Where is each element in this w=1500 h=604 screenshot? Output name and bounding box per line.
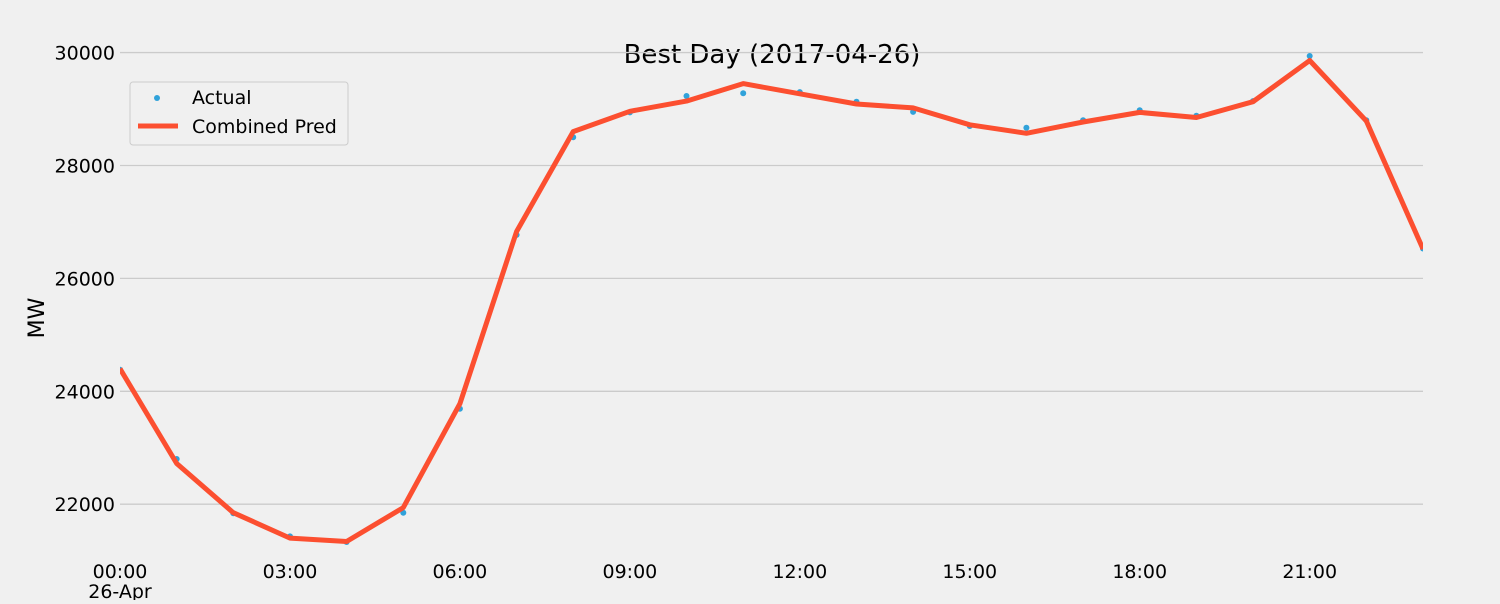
x-axis-date-label: 26-Apr [88, 581, 152, 600]
legend-combined-pred-label: Combined Pred [192, 116, 337, 138]
y-axis-label: MW [25, 297, 50, 338]
x-tick-label: 09:00 [602, 561, 657, 583]
x-tick-label: 18:00 [1112, 561, 1167, 583]
x-tick-label: 12:00 [772, 561, 827, 583]
chart-title: Best Day (2017-04-26) [624, 40, 921, 70]
series-line-combined-pred [120, 58, 1423, 544]
actual-data-point [740, 90, 747, 97]
actual-data-point [1023, 124, 1030, 131]
x-tick-label: 15:00 [942, 561, 997, 583]
x-tick-label: 21:00 [1282, 561, 1337, 583]
x-tick-label: 03:00 [263, 561, 318, 583]
y-tick-label: 26000 [55, 268, 115, 290]
actual-data-point [683, 93, 690, 99]
y-tick-label: 30000 [55, 43, 115, 65]
legend-actual-marker [154, 95, 160, 101]
y-tick-label: 22000 [55, 494, 115, 516]
legend-actual-label: Actual [192, 87, 252, 109]
legend-box [129, 81, 349, 146]
actual-data-point [1306, 53, 1313, 59]
legend: Actual Combined Pred [129, 81, 349, 146]
grid [120, 51, 1423, 505]
y-axis-ticks: 22000 24000 26000 28000 30000 [55, 43, 115, 517]
y-tick-label: 28000 [55, 155, 115, 177]
y-tick-label: 24000 [55, 381, 115, 403]
x-tick-label: 06:00 [433, 561, 488, 583]
x-axis-ticks: 00:00 03:00 06:00 09:00 12:00 15:00 18:00 21:00 [93, 561, 1337, 583]
plot-area [120, 53, 1423, 545]
series-group [120, 53, 1423, 545]
x-tick-label: 00:00 [93, 561, 148, 583]
